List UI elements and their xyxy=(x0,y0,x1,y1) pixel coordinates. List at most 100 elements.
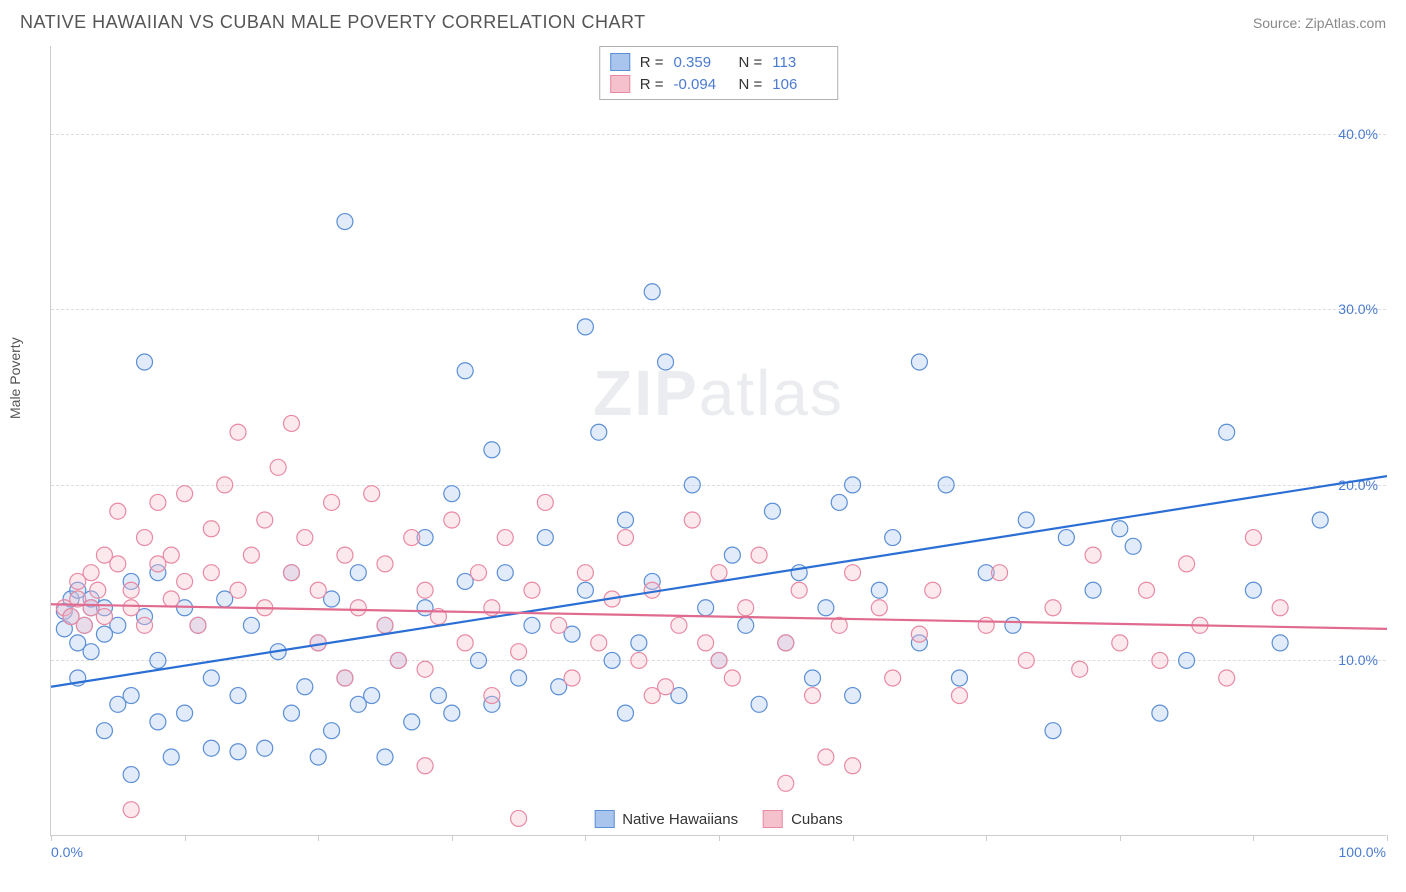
legend-item: Cubans xyxy=(763,810,843,828)
data-point xyxy=(230,744,246,760)
data-point xyxy=(217,477,233,493)
data-point xyxy=(818,600,834,616)
data-point xyxy=(163,749,179,765)
data-point xyxy=(791,582,807,598)
data-point xyxy=(404,714,420,730)
data-point xyxy=(163,591,179,607)
data-point xyxy=(1018,652,1034,668)
data-point xyxy=(417,661,433,677)
data-point xyxy=(992,565,1008,581)
data-point xyxy=(243,547,259,563)
data-point xyxy=(110,556,126,572)
data-point xyxy=(430,688,446,704)
correlation-stats-box: R =0.359N =113 R = -0.094 N = 106 xyxy=(599,46,839,100)
series-legend: Native Hawaiians Cubans xyxy=(586,808,851,830)
data-point xyxy=(230,688,246,704)
data-point xyxy=(911,626,927,642)
data-point xyxy=(1112,635,1128,651)
data-point xyxy=(76,617,92,633)
data-point xyxy=(163,547,179,563)
data-point xyxy=(324,723,340,739)
data-point xyxy=(484,688,500,704)
data-point xyxy=(337,214,353,230)
data-point xyxy=(377,617,393,633)
data-point xyxy=(1018,512,1034,528)
data-point xyxy=(1272,635,1288,651)
data-point xyxy=(577,565,593,581)
legend-label: Cubans xyxy=(791,811,843,828)
series-swatch xyxy=(610,53,630,71)
stats-row: R =0.359N =113 xyxy=(610,51,828,73)
data-point xyxy=(137,354,153,370)
legend-swatch xyxy=(763,810,783,828)
data-point xyxy=(377,556,393,572)
data-point xyxy=(1005,617,1021,633)
x-tick-label: 0.0% xyxy=(51,844,83,860)
data-point xyxy=(444,512,460,528)
data-point xyxy=(190,617,206,633)
data-point xyxy=(377,749,393,765)
legend-label: Native Hawaiians xyxy=(622,811,738,828)
chart-title: NATIVE HAWAIIAN VS CUBAN MALE POVERTY CO… xyxy=(20,12,646,33)
data-point xyxy=(711,565,727,581)
data-point xyxy=(871,600,887,616)
data-point xyxy=(831,494,847,510)
data-point xyxy=(390,652,406,668)
data-point xyxy=(818,749,834,765)
data-point xyxy=(457,363,473,379)
data-point xyxy=(925,582,941,598)
data-point xyxy=(524,617,540,633)
data-point xyxy=(350,600,366,616)
data-point xyxy=(137,617,153,633)
r-label: R = xyxy=(640,76,664,93)
data-point xyxy=(1219,424,1235,440)
data-point xyxy=(350,565,366,581)
data-point xyxy=(764,503,780,519)
r-value: -0.094 xyxy=(674,76,729,93)
data-point xyxy=(577,319,593,335)
y-axis-label: Male Poverty xyxy=(7,337,23,419)
data-point xyxy=(177,486,193,502)
data-point xyxy=(230,582,246,598)
data-point xyxy=(805,670,821,686)
data-point xyxy=(417,582,433,598)
n-label: N = xyxy=(739,54,763,71)
data-point xyxy=(524,582,540,598)
data-point xyxy=(658,354,674,370)
data-point xyxy=(1072,661,1088,677)
data-point xyxy=(1245,582,1261,598)
data-point xyxy=(564,670,580,686)
n-value: 106 xyxy=(772,76,827,93)
data-point xyxy=(644,284,660,300)
data-point xyxy=(1179,556,1195,572)
data-point xyxy=(83,565,99,581)
data-point xyxy=(230,424,246,440)
data-point xyxy=(671,617,687,633)
data-point xyxy=(283,705,299,721)
data-point xyxy=(1245,530,1261,546)
data-point xyxy=(951,670,967,686)
data-point xyxy=(177,573,193,589)
data-point xyxy=(123,688,139,704)
data-point xyxy=(845,477,861,493)
data-point xyxy=(604,652,620,668)
data-point xyxy=(337,547,353,563)
data-point xyxy=(297,530,313,546)
data-point xyxy=(150,652,166,668)
data-point xyxy=(457,635,473,651)
legend-item: Native Hawaiians xyxy=(594,810,738,828)
data-point xyxy=(805,688,821,704)
data-point xyxy=(577,582,593,598)
data-point xyxy=(885,530,901,546)
data-point xyxy=(644,688,660,704)
data-point xyxy=(738,600,754,616)
data-point xyxy=(617,530,633,546)
data-point xyxy=(96,609,112,625)
data-point xyxy=(497,530,513,546)
data-point xyxy=(337,670,353,686)
n-label: N = xyxy=(739,76,763,93)
data-point xyxy=(511,810,527,826)
data-point xyxy=(471,652,487,668)
data-point xyxy=(871,582,887,598)
data-point xyxy=(150,714,166,730)
